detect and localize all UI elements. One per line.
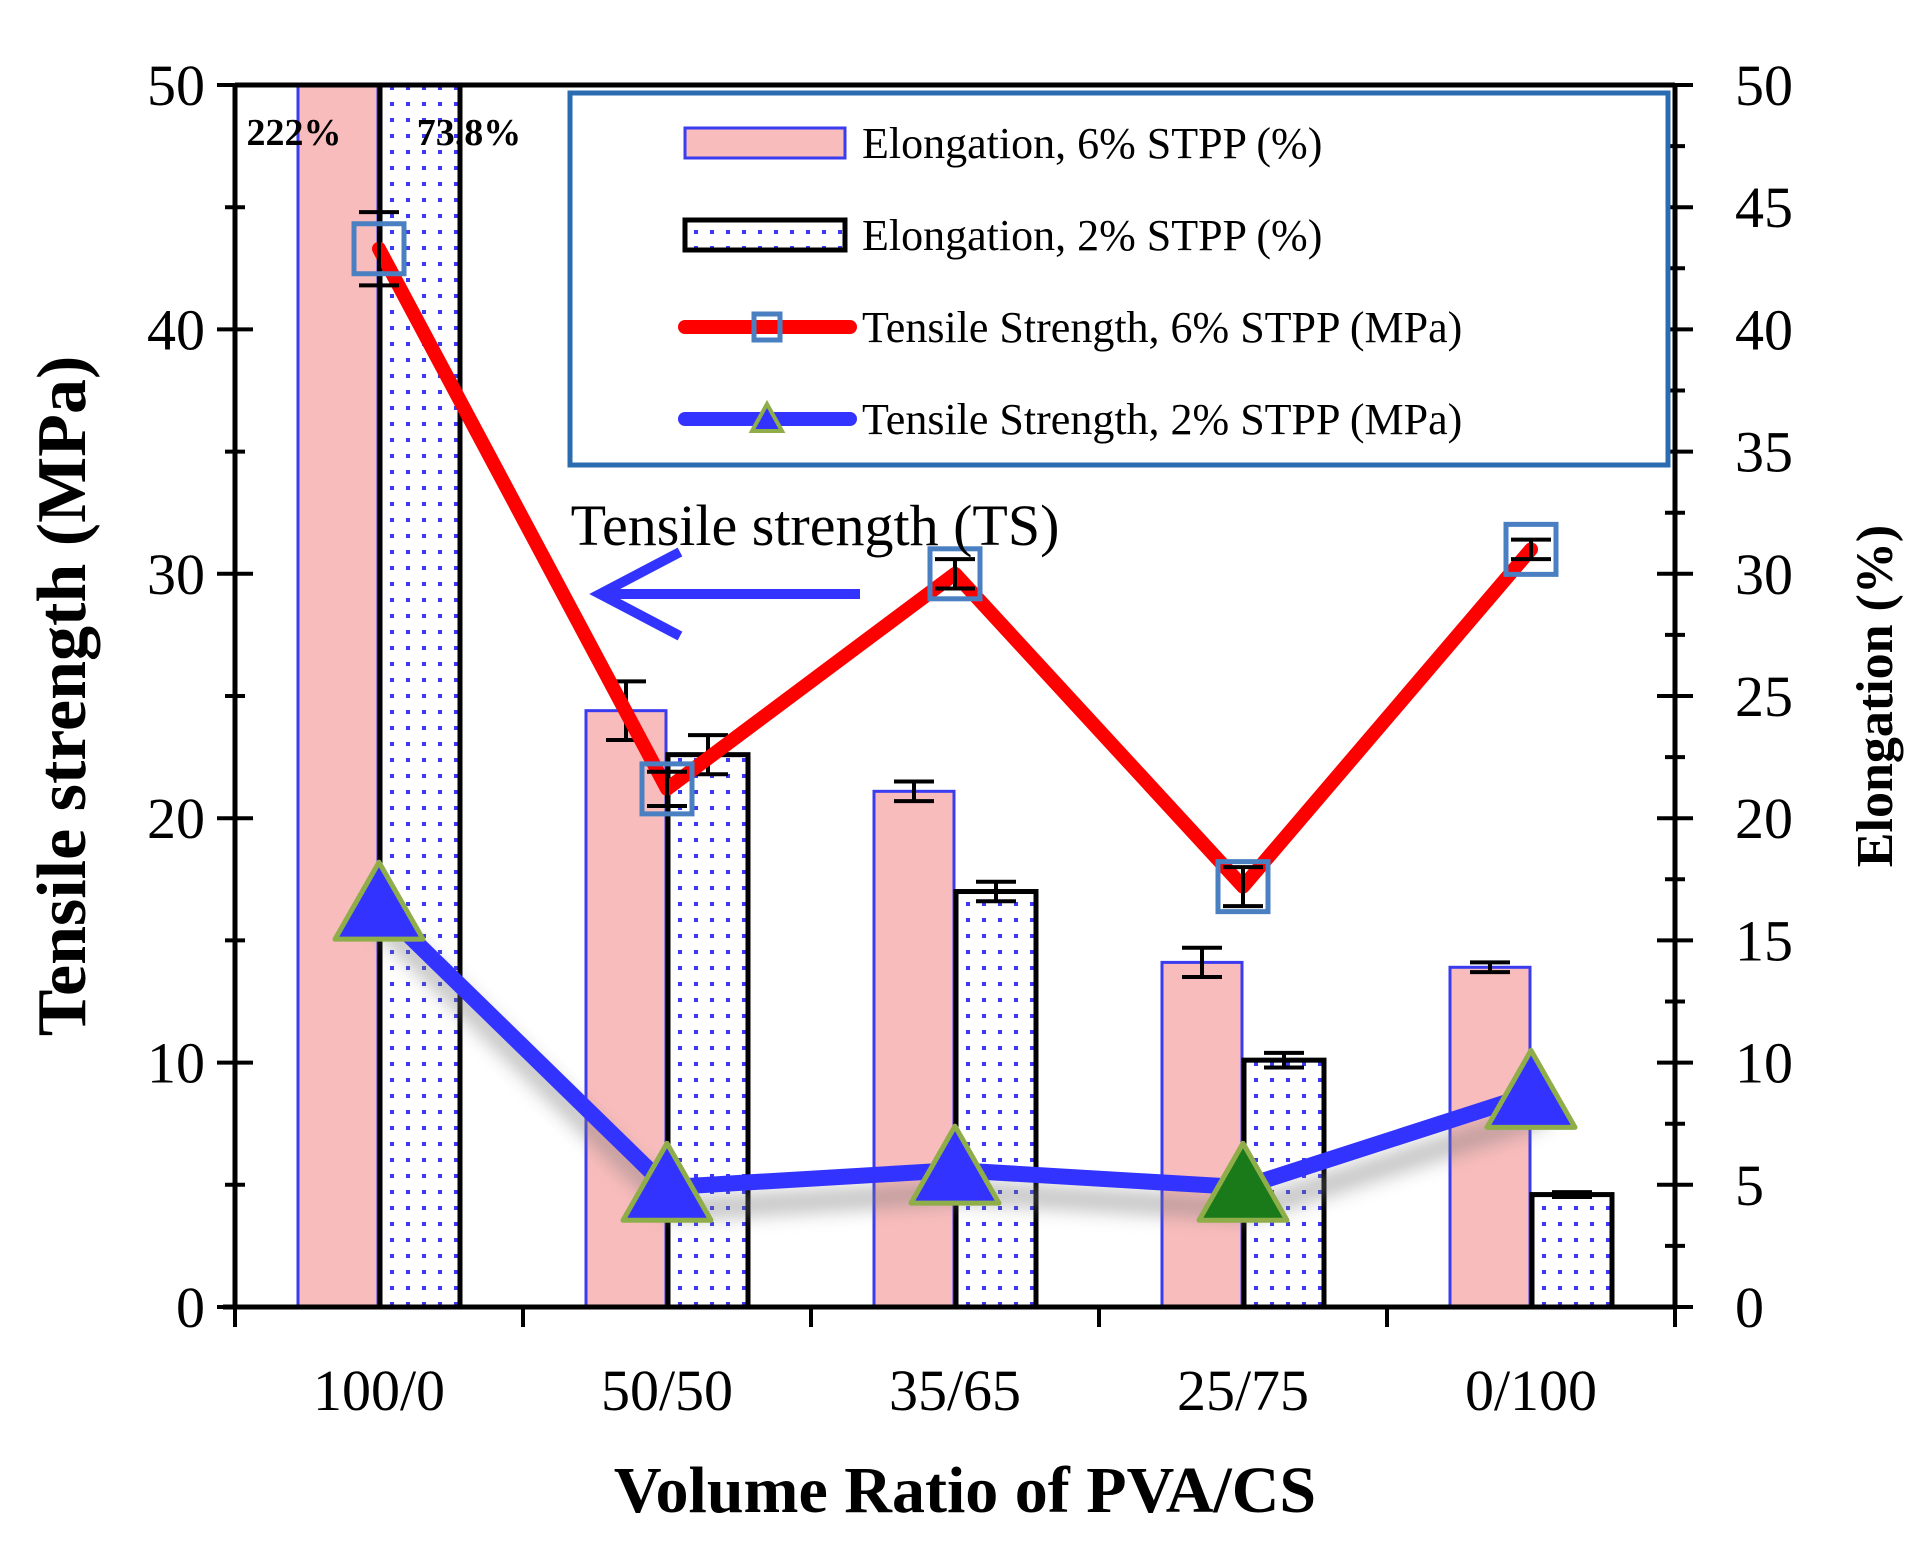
legend-label-1: Elongation, 2% STPP (%) [862,211,1322,260]
x-tick-label-3: 25/75 [1177,1358,1309,1423]
legend-swatch-ts-2pct-marker [748,399,786,433]
x-axis-title: Volume Ratio of PVA/CS [614,1454,1316,1527]
x-tick-label-4: 0/100 [1465,1358,1597,1423]
y-left-tick-label-0: 0 [176,1275,205,1340]
marker-ts-6pct-4 [1503,521,1559,577]
y-right-tick-label-5: 25 [1735,664,1793,729]
y-right-tick-label-10: 50 [1735,53,1793,118]
x-tick-label-2: 35/65 [889,1358,1021,1423]
bar-elong-2pct-1 [665,752,751,1310]
y-right-tick-label-0: 0 [1735,1275,1764,1340]
y-right-tick-label-7: 35 [1735,420,1793,485]
y-left-tick-label-1: 10 [147,1031,205,1096]
bar-elong-6pct-0 [296,83,380,1309]
y-axis-left-title: Tensile strength (MPa) [24,356,101,1037]
bar-elong-6pct-3 [1160,960,1244,1309]
annotation-tensile-strength: Tensile strength (TS) [571,493,1060,558]
y-left-tick-label-4: 40 [147,297,205,362]
annotation-arrow-head [589,547,683,641]
bar-label-elong-6pct-0: 222% [247,112,342,154]
x-tick-label-1: 50/50 [601,1358,733,1423]
y-right-tick-label-1: 5 [1735,1153,1764,1218]
marker-ts-6pct-2 [927,546,983,602]
y-right-tick-label-3: 15 [1735,908,1793,973]
x-tick-label-0: 100/0 [313,1358,445,1423]
y-right-tick-label-2: 10 [1735,1031,1793,1096]
y-right-tick-label-6: 30 [1735,542,1793,607]
marker-ts-2pct-3 [1196,1140,1290,1223]
legend-label-2: Tensile Strength, 6% STPP (MPa) [862,303,1462,352]
y-right-tick-label-4: 20 [1735,786,1793,851]
bar-elong-2pct-2 [953,889,1039,1310]
y-right-tick-label-9: 45 [1735,175,1793,240]
legend-label-3: Tensile Strength, 2% STPP (MPa) [862,395,1462,444]
marker-ts-2pct-4 [1484,1047,1578,1130]
marker-ts-6pct-3 [1215,859,1271,915]
y-left-tick-label-3: 30 [147,542,205,607]
legend-swatch-elong-2pct [682,217,848,253]
marker-ts-2pct-0 [332,859,426,942]
legend-label-0: Elongation, 6% STPP (%) [862,119,1322,168]
marker-ts-2pct-1 [620,1140,714,1223]
bar-elong-2pct-4 [1529,1192,1615,1310]
y-axis-right-title: Elongation (%) [1847,525,1904,867]
legend-swatch-elong-6pct [683,126,847,160]
marker-ts-6pct-1 [639,761,695,817]
y-left-tick-label-2: 20 [147,786,205,851]
bar-elong-6pct-2 [872,789,956,1309]
y-left-tick-label-5: 50 [147,53,205,118]
marker-ts-6pct-0 [351,221,407,277]
y-right-tick-label-8: 40 [1735,297,1793,362]
bar-label-elong-2pct-0: 73.8% [417,112,522,154]
marker-ts-2pct-2 [908,1123,1002,1206]
legend-swatch-ts-6pct-marker [751,311,783,343]
